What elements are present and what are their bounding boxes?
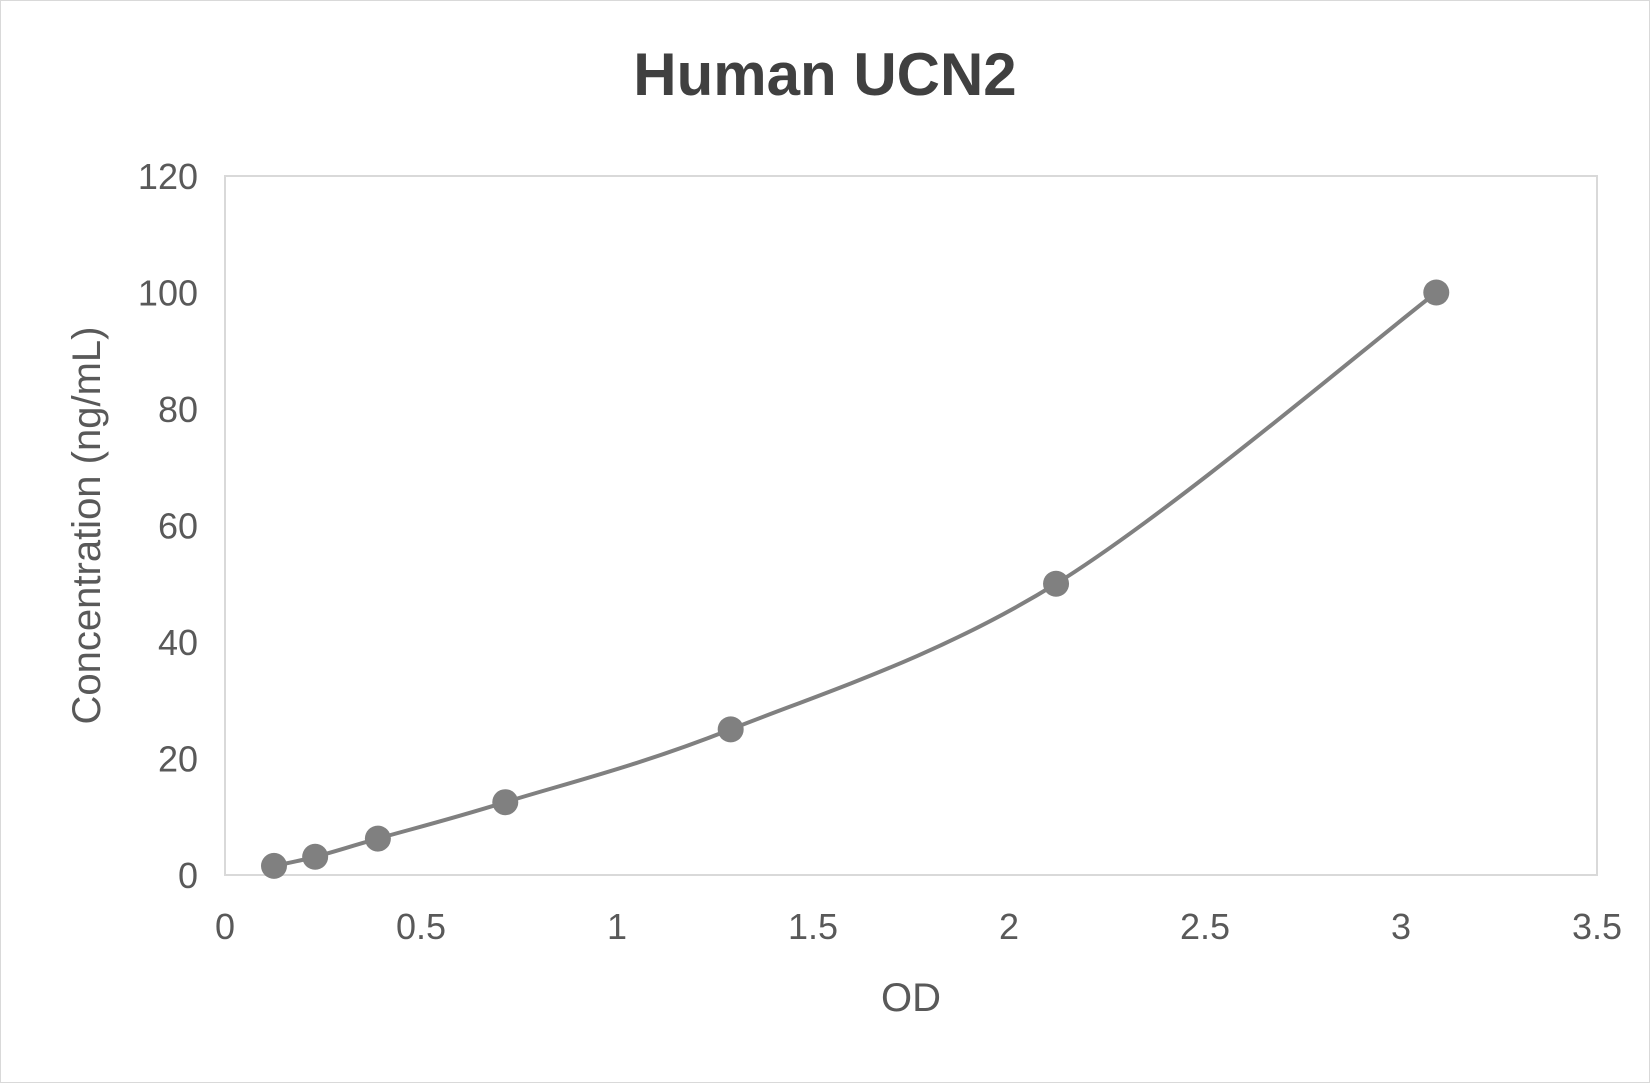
x-tick-label: 0 [215, 906, 235, 947]
y-axis-title: Concentration (ng/mL) [65, 327, 109, 725]
data-point [302, 843, 329, 870]
series-line [273, 290, 1438, 868]
data-point [717, 716, 744, 743]
x-axis-title: OD [881, 976, 941, 1020]
x-tick-label: 2.5 [1180, 906, 1230, 947]
data-point [364, 825, 391, 852]
x-tick-label: 2 [999, 906, 1019, 947]
data-point [1043, 570, 1070, 597]
chart-title: Human UCN2 [633, 41, 1017, 108]
x-tick-label: 3.5 [1572, 906, 1622, 947]
data-point [261, 852, 287, 879]
data-points [261, 279, 1450, 879]
y-tick-label: 120 [138, 156, 198, 197]
x-tick-label: 0.5 [396, 906, 446, 947]
y-tick-label: 60 [158, 506, 198, 547]
x-tick-label: 3 [1391, 906, 1411, 947]
y-tick-label: 0 [178, 855, 198, 896]
y-tick-label: 20 [158, 739, 198, 780]
y-tick-label: 80 [158, 389, 198, 430]
x-tick-label: 1.5 [788, 906, 838, 947]
x-axis-ticks: 0 0.5 1 1.5 2 2.5 3 3.5 [215, 906, 1622, 947]
y-tick-label: 40 [158, 622, 198, 663]
y-tick-label: 100 [138, 273, 198, 314]
y-axis-ticks: 0 20 40 60 80 100 120 [138, 156, 198, 896]
data-point [1423, 279, 1450, 306]
x-tick-label: 1 [607, 906, 627, 947]
plot-area [224, 175, 1598, 876]
data-point [492, 789, 519, 816]
